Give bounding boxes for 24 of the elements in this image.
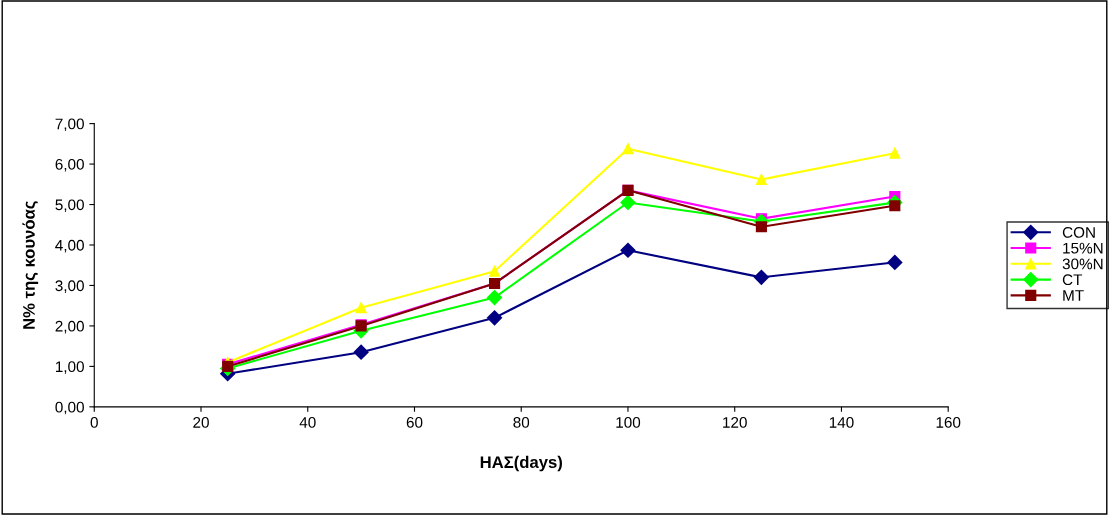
x-tick-label: 120 <box>723 416 747 428</box>
legend-label: 15%N <box>1063 242 1103 254</box>
legend-label: 30%N <box>1062 258 1103 270</box>
x-axis-title: ΗΑΣ(days) <box>480 455 562 472</box>
y-tick-label: 6,00 <box>55 158 84 172</box>
legend-label: MT <box>1063 290 1084 301</box>
legend-label: CON <box>1062 226 1095 238</box>
x-tick-label: 80 <box>513 416 530 428</box>
x-tick-label: 60 <box>406 416 423 428</box>
x-tick-label: 160 <box>936 416 961 428</box>
x-tick-label: 100 <box>616 416 641 428</box>
legend-label: CT <box>1062 274 1083 286</box>
x-tick-label: 40 <box>299 416 316 428</box>
x-tick-label: 20 <box>193 416 209 428</box>
y-tick-label: 5,00 <box>55 199 84 213</box>
y-tick-label: 2,00 <box>55 320 84 334</box>
y-tick-label: 1,00 <box>55 361 84 374</box>
y-tick-label: 3,00 <box>55 280 84 293</box>
y-tick-label: 4,00 <box>55 239 84 253</box>
y-tick-label: 0,00 <box>55 401 84 415</box>
x-tick-label: 140 <box>829 416 854 428</box>
y-tick-label: 7,00 <box>55 118 84 132</box>
x-tick-label: 0 <box>90 416 98 428</box>
y-axis-title: N% της κουνόας <box>22 201 39 329</box>
